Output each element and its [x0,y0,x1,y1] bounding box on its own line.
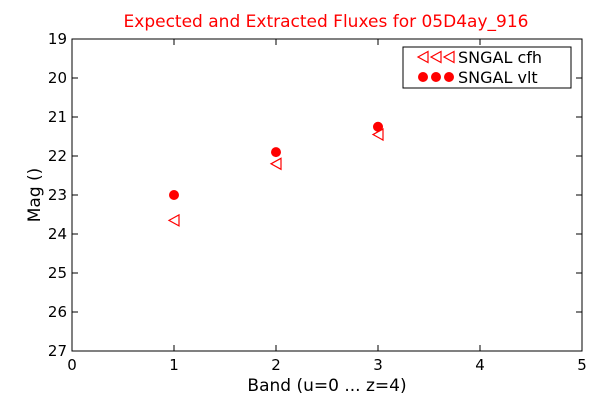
y-tick-label: 21 [48,108,67,126]
legend-marker [444,72,454,82]
x-tick-label: 2 [271,356,281,374]
legend-marker [442,50,455,64]
legend-label: SNGAL cfh [458,48,542,67]
legend-marker [431,72,441,82]
data-point [169,190,179,200]
y-tick-label: 22 [48,147,67,165]
y-tick-label: 23 [48,186,67,204]
y-tick-label: 24 [48,225,67,243]
legend-box [402,46,572,89]
y-tick-label: 19 [48,30,67,48]
x-tick-label: 5 [577,356,587,374]
y-tick-label: 26 [48,303,67,321]
legend-marker [429,50,442,64]
data-point [271,147,281,158]
data-point [167,213,180,227]
legend-marker [418,72,428,82]
y-tick-label: 20 [48,69,67,87]
x-ticks: 0 1 2 3 4 5 [67,39,587,374]
x-tick-label: 1 [169,356,179,374]
data-point [269,157,282,171]
y-tick-label: 25 [48,264,67,282]
legend-label: SNGAL vlt [458,68,538,87]
chart-title: Expected and Extracted Fluxes for 05D4ay… [124,12,529,32]
legend-marker [416,50,429,64]
y-axis-label: Mag () [25,168,45,223]
x-tick-label: 0 [67,356,77,374]
x-tick-label: 3 [373,356,383,374]
data-marks [167,121,384,227]
data-point [373,121,383,132]
data-point [371,128,384,142]
x-tick-label: 4 [475,356,485,374]
x-axis-label: Band (u=0 ... z=4) [247,376,406,396]
y-tick-label: 27 [48,342,67,360]
plot-frame [71,38,583,352]
